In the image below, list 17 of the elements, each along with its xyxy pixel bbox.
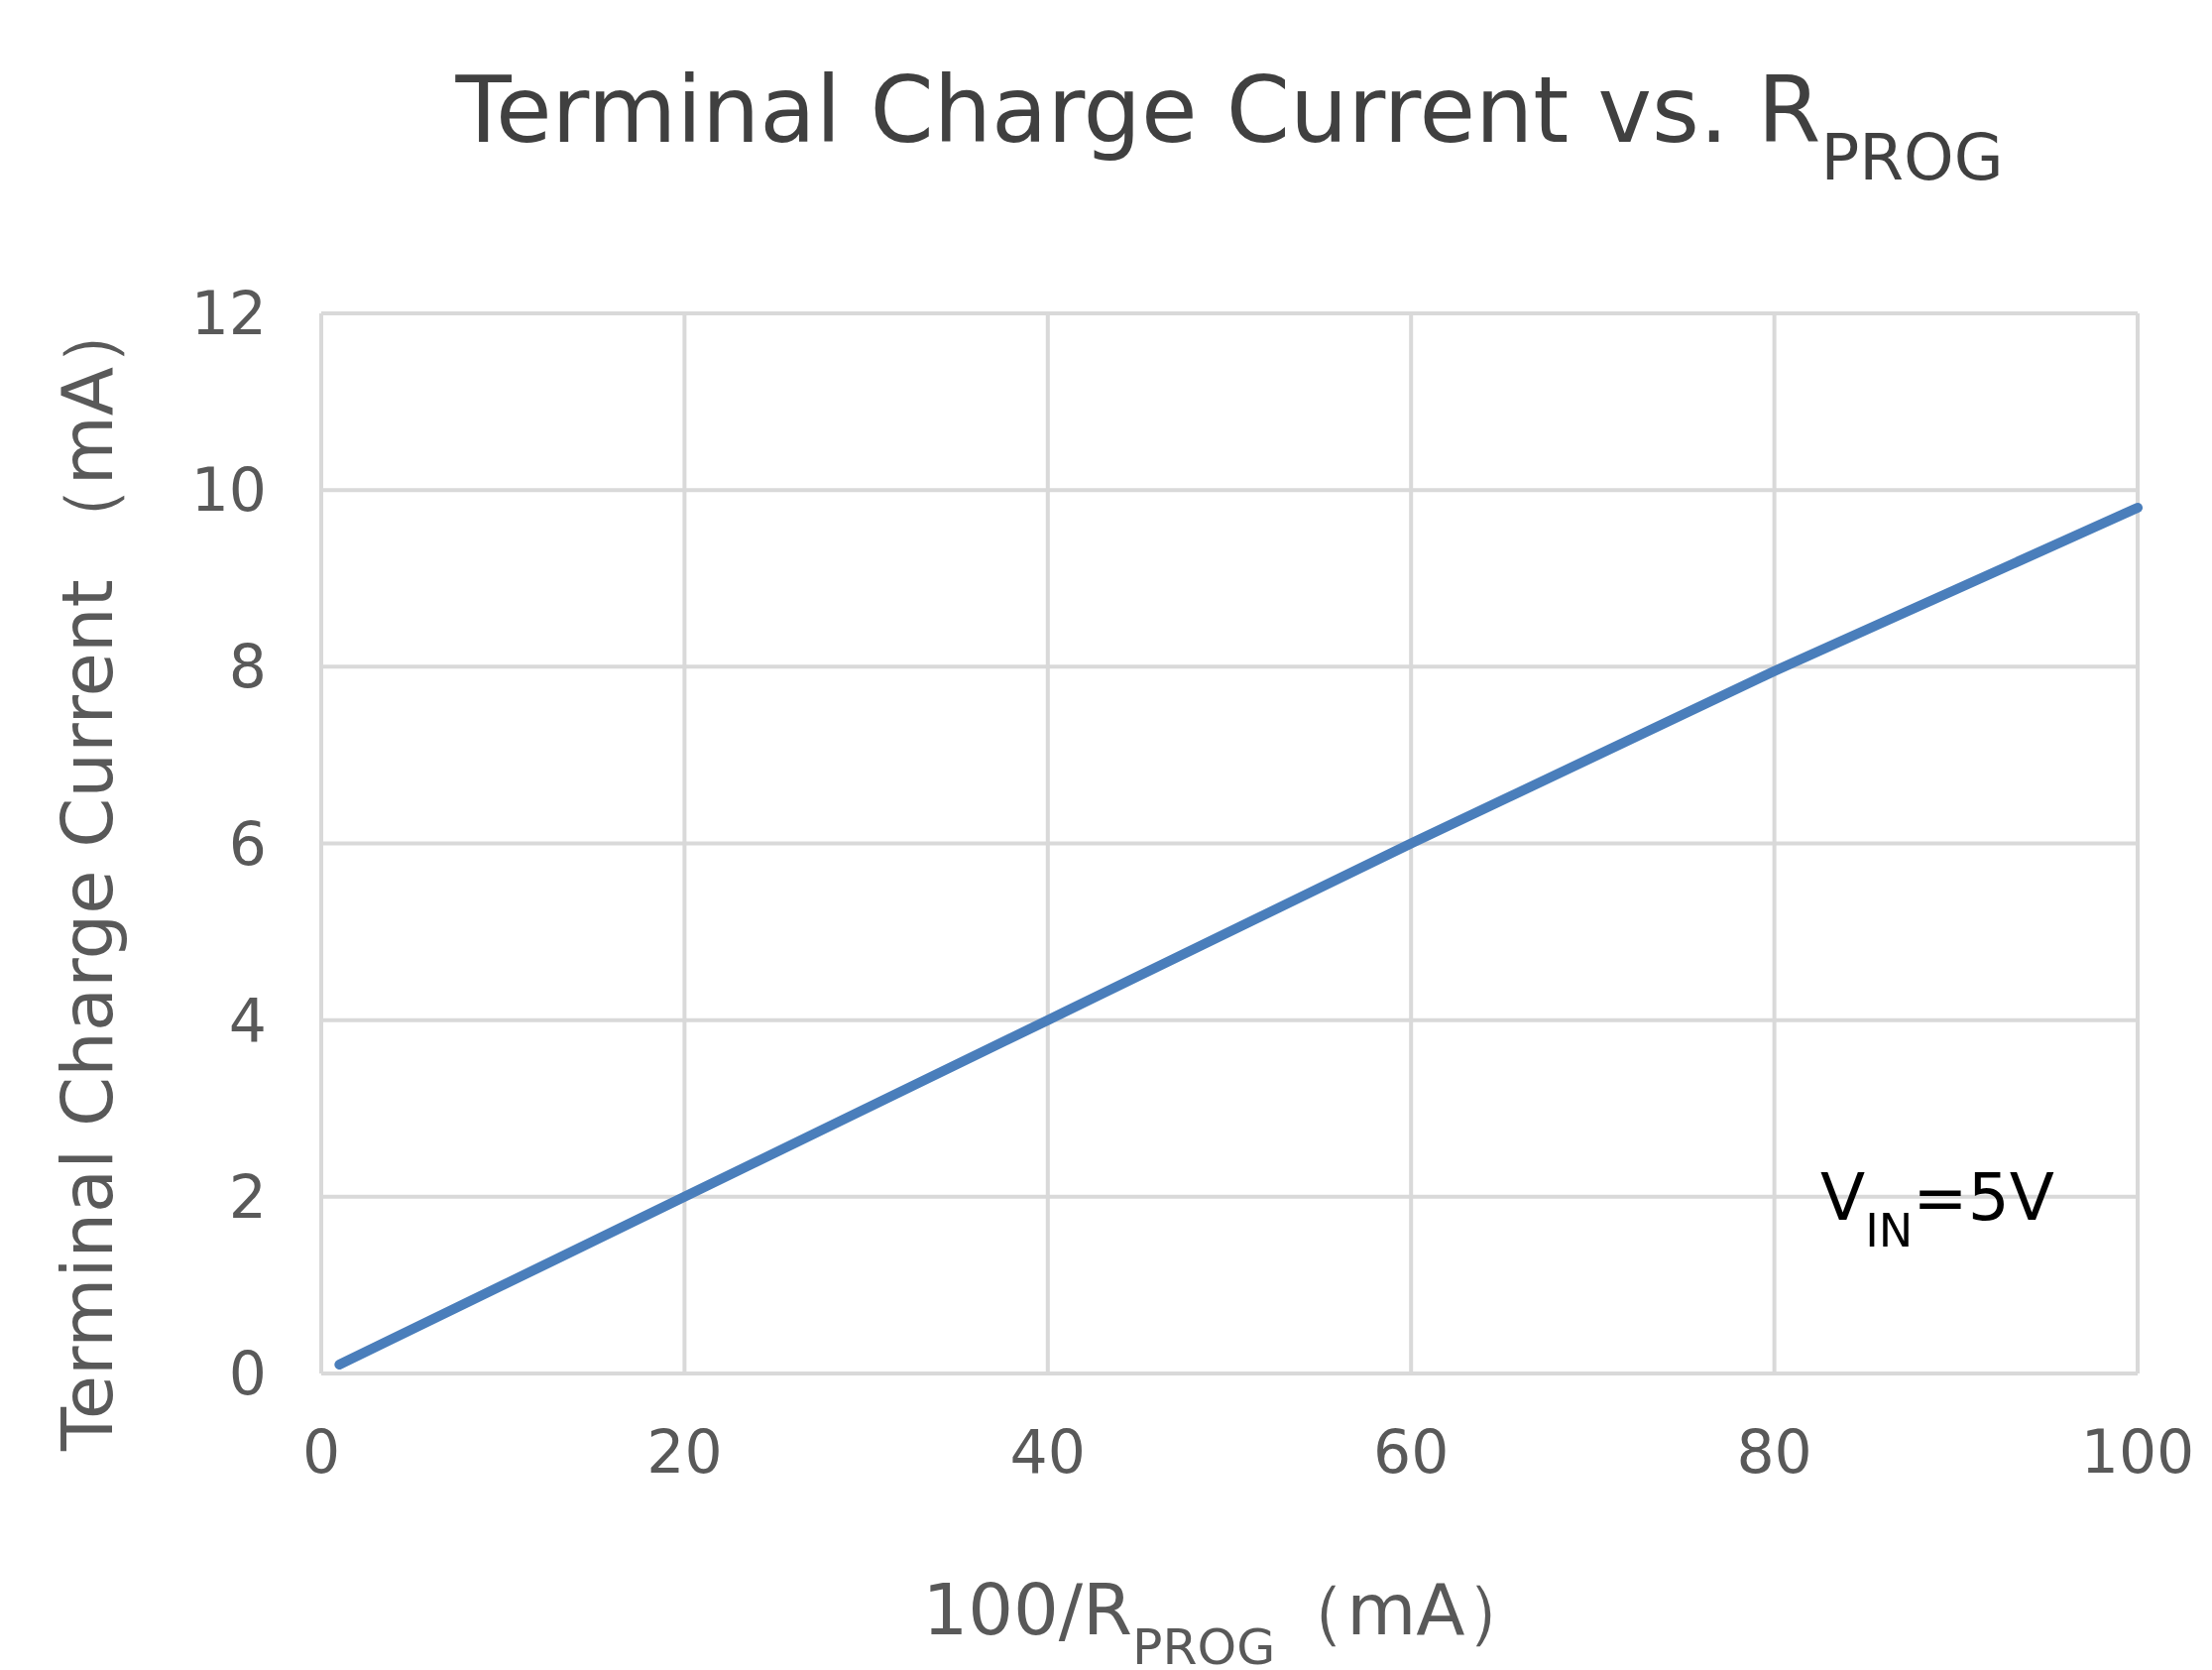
- x-tick-label: 60: [1373, 1417, 1450, 1487]
- x-tick-label: 40: [1009, 1417, 1086, 1487]
- x-tick-label: 100: [2080, 1417, 2195, 1487]
- x-tick-label: 20: [646, 1417, 723, 1487]
- x-tick-label: 0: [301, 1417, 341, 1487]
- y-axis-title: Terminal Charge Current （mA）: [46, 295, 129, 1453]
- y-tick-label: 8: [228, 632, 267, 702]
- y-tick-label: 10: [190, 455, 267, 526]
- y-tick-label: 0: [228, 1339, 267, 1408]
- x-axis-title: 100/R$_{PROG}$（mA）: [922, 1568, 1537, 1670]
- chart-title: Terminal Charge Current vs. R$_{PROG}$: [454, 58, 2004, 194]
- y-tick-label: 12: [190, 279, 267, 348]
- annotation: V$_{IN}$=5V: [1820, 1159, 2054, 1257]
- y-tick-label: 2: [228, 1161, 267, 1232]
- y-tick-label: 4: [228, 985, 267, 1055]
- y-tick-label: 6: [228, 808, 267, 879]
- x-tick-label: 80: [1736, 1417, 1812, 1487]
